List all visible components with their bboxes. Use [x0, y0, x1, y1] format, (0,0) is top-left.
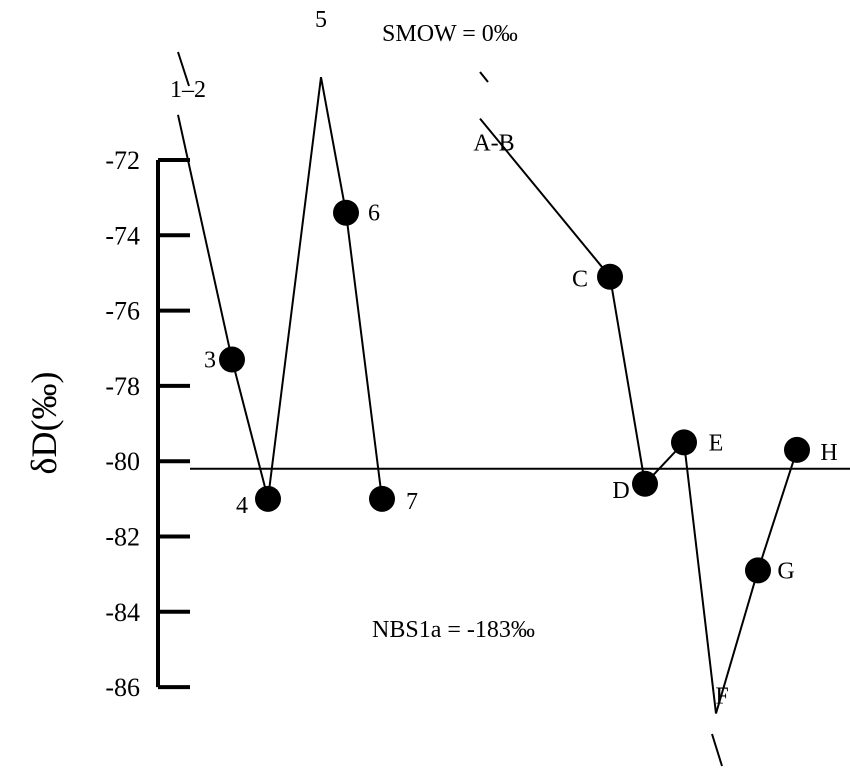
data-point	[671, 429, 697, 456]
point-label: E	[709, 430, 724, 456]
y-tick-label: -74	[105, 221, 140, 250]
y-axis-label: δD(‰)	[24, 372, 64, 475]
point-label: H	[820, 440, 837, 466]
data-point	[369, 485, 395, 512]
y-tick-label: -86	[105, 673, 140, 702]
y-tick-label: -82	[105, 523, 140, 552]
y-tick-label: -84	[105, 598, 140, 627]
data-point	[632, 470, 658, 497]
y-tick-label: -76	[105, 297, 140, 326]
series-line	[177, 76, 383, 500]
data-point	[333, 199, 359, 226]
data-point	[784, 436, 810, 463]
point-label: 6	[368, 201, 380, 227]
data-point	[597, 263, 623, 290]
point-label: 3	[204, 348, 216, 374]
point-label: D	[612, 478, 629, 504]
annotation-nbs1a: NBS1a = -183‰	[372, 617, 535, 643]
point-label: F	[715, 683, 728, 709]
y-tick-label: -80	[105, 447, 140, 476]
point-label: G	[777, 558, 794, 584]
y-tick-label: -78	[105, 372, 140, 401]
point-label: A-B	[473, 131, 514, 157]
line-stub	[479, 71, 489, 83]
line-stub	[177, 51, 190, 87]
data-point	[255, 485, 281, 512]
point-label: 4	[236, 493, 248, 519]
point-label: 1–2	[170, 77, 206, 103]
line-stub	[711, 733, 723, 767]
data-point	[745, 557, 771, 584]
point-label: 5	[315, 7, 327, 33]
data-point	[219, 346, 245, 373]
point-label: C	[572, 267, 588, 293]
point-label: 7	[406, 489, 418, 515]
y-tick-label: -72	[105, 146, 140, 175]
annotation-smow: SMOW = 0‰	[382, 21, 518, 47]
